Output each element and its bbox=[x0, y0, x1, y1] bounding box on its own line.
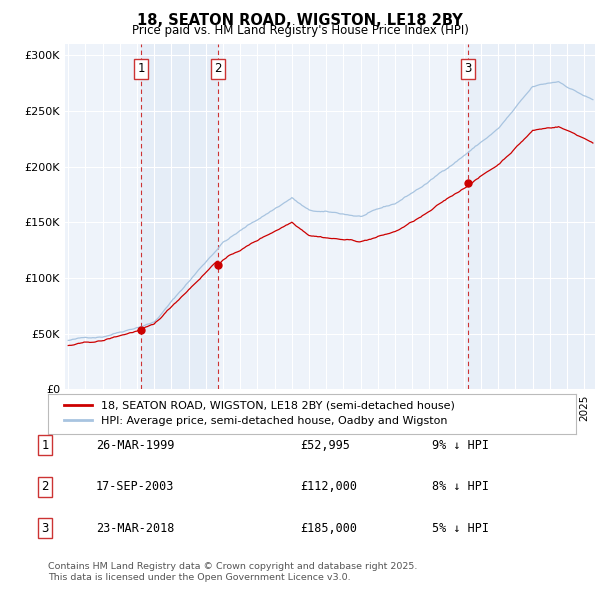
Text: 1: 1 bbox=[137, 62, 145, 76]
Text: 23-MAR-2018: 23-MAR-2018 bbox=[96, 522, 175, 535]
Text: £52,995: £52,995 bbox=[300, 439, 350, 452]
Text: £112,000: £112,000 bbox=[300, 480, 357, 493]
Text: 2: 2 bbox=[214, 62, 222, 76]
Text: £185,000: £185,000 bbox=[300, 522, 357, 535]
Text: 18, SEATON ROAD, WIGSTON, LE18 2BY: 18, SEATON ROAD, WIGSTON, LE18 2BY bbox=[137, 13, 463, 28]
Bar bbox=[141, 44, 218, 389]
Text: This data is licensed under the Open Government Licence v3.0.: This data is licensed under the Open Gov… bbox=[48, 573, 350, 582]
Text: 3: 3 bbox=[41, 522, 49, 535]
Legend: 18, SEATON ROAD, WIGSTON, LE18 2BY (semi-detached house), HPI: Average price, se: 18, SEATON ROAD, WIGSTON, LE18 2BY (semi… bbox=[59, 395, 460, 432]
Bar bbox=[468, 44, 595, 389]
Text: Contains HM Land Registry data © Crown copyright and database right 2025.: Contains HM Land Registry data © Crown c… bbox=[48, 562, 418, 571]
Text: 1: 1 bbox=[41, 439, 49, 452]
Text: 2: 2 bbox=[41, 480, 49, 493]
Text: 5% ↓ HPI: 5% ↓ HPI bbox=[432, 522, 489, 535]
Text: 17-SEP-2003: 17-SEP-2003 bbox=[96, 480, 175, 493]
Text: 26-MAR-1999: 26-MAR-1999 bbox=[96, 439, 175, 452]
Text: 3: 3 bbox=[464, 62, 472, 76]
Text: Price paid vs. HM Land Registry's House Price Index (HPI): Price paid vs. HM Land Registry's House … bbox=[131, 24, 469, 37]
Text: 8% ↓ HPI: 8% ↓ HPI bbox=[432, 480, 489, 493]
Text: 9% ↓ HPI: 9% ↓ HPI bbox=[432, 439, 489, 452]
